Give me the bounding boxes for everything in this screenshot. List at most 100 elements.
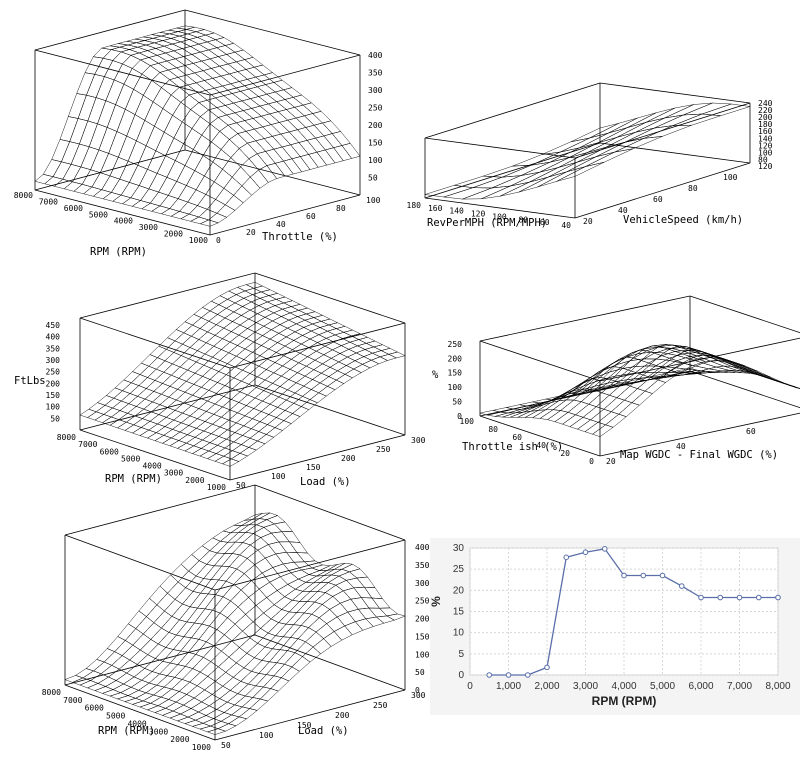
surface-cell bbox=[101, 175, 121, 193]
surface-cell bbox=[614, 136, 663, 153]
surface-cell bbox=[214, 672, 234, 687]
surface-cell bbox=[199, 109, 219, 125]
z-tick-label: 120 bbox=[758, 141, 773, 150]
z-tick-label: 200 bbox=[46, 379, 61, 388]
surface-cell bbox=[130, 679, 150, 691]
z-tick-label: 400 bbox=[368, 51, 383, 60]
wgdc-surface bbox=[479, 344, 800, 437]
surface-cell bbox=[243, 294, 261, 303]
surface-cell bbox=[69, 118, 89, 145]
surface-cell bbox=[590, 408, 612, 423]
y-tick-label: 80 bbox=[336, 204, 346, 213]
surface-cell bbox=[298, 356, 316, 367]
surface-cell bbox=[238, 142, 258, 159]
surface-cell bbox=[223, 321, 241, 332]
surface-cell bbox=[230, 589, 249, 608]
surface-cell bbox=[169, 713, 189, 722]
surface-cell bbox=[588, 392, 610, 407]
surface-cell bbox=[101, 45, 120, 50]
y-axis-label: Map WGDC - Final WGDC (%) bbox=[620, 449, 778, 461]
surface-cell bbox=[231, 630, 251, 648]
surface-cell bbox=[127, 140, 147, 166]
surface-cell bbox=[282, 359, 300, 370]
surface-cell bbox=[246, 643, 266, 658]
surface-cell bbox=[311, 321, 330, 328]
surface-cell bbox=[193, 689, 213, 703]
surface-cell bbox=[312, 638, 332, 655]
surface-cell bbox=[70, 143, 90, 168]
surface-cell bbox=[241, 176, 261, 196]
surface-cell bbox=[269, 333, 287, 343]
surface-cell bbox=[189, 216, 210, 225]
data-point bbox=[640, 572, 647, 579]
data-point bbox=[544, 664, 550, 671]
y-tick-label: 0 bbox=[458, 670, 464, 681]
surface-cell bbox=[293, 335, 311, 345]
surface-cell bbox=[356, 343, 375, 350]
gridlines bbox=[469, 547, 779, 676]
surface-cell bbox=[51, 139, 71, 163]
surface-cell bbox=[153, 35, 172, 41]
z-tick-label: 100 bbox=[758, 148, 773, 157]
surface-cell bbox=[298, 140, 318, 155]
surface-cell bbox=[246, 549, 266, 565]
surface-cell bbox=[76, 72, 96, 96]
surface-cell bbox=[357, 607, 377, 620]
surface-cell bbox=[643, 124, 692, 139]
surface-cell bbox=[230, 453, 249, 462]
surface-cell bbox=[603, 397, 625, 412]
surface-cell bbox=[201, 609, 221, 627]
surface-cell bbox=[606, 127, 655, 148]
surface-cell bbox=[219, 290, 237, 300]
surface-cell bbox=[120, 182, 140, 199]
surface-cell bbox=[331, 345, 350, 354]
surface-cell bbox=[234, 298, 252, 307]
surface-cell bbox=[623, 388, 646, 403]
x-tick-label: 4000 bbox=[142, 462, 161, 471]
surface-cell bbox=[268, 342, 286, 353]
surface-cell bbox=[273, 596, 293, 610]
surface-cell bbox=[116, 108, 136, 137]
surface-cell bbox=[567, 401, 590, 416]
surface-cell bbox=[245, 128, 265, 142]
x-tick-label: 80 bbox=[519, 215, 529, 224]
surface-cell bbox=[350, 597, 370, 610]
surface-cell bbox=[249, 537, 269, 551]
surface-cell bbox=[339, 349, 357, 358]
x-tick-label: 4000 bbox=[127, 719, 146, 728]
surface-cell bbox=[616, 385, 638, 401]
torque-throttle-box bbox=[34, 9, 361, 236]
y-tick-label: 150 bbox=[306, 463, 321, 472]
z-tick-label: 200 bbox=[758, 113, 773, 122]
surface-cell bbox=[278, 119, 298, 133]
surface-cell bbox=[317, 582, 337, 593]
surface-cell bbox=[346, 352, 365, 361]
surface-cell bbox=[237, 596, 257, 615]
surface-cell bbox=[110, 46, 131, 53]
surface-cell bbox=[635, 114, 684, 133]
surface-cell bbox=[323, 349, 341, 359]
surface-cell bbox=[161, 710, 182, 719]
surface-cell bbox=[228, 647, 248, 664]
surface-cell bbox=[190, 102, 209, 117]
surface-cell bbox=[180, 708, 200, 718]
surface-cell bbox=[131, 200, 151, 210]
surface-cell bbox=[309, 392, 327, 404]
z-tick-label: 300 bbox=[368, 86, 383, 95]
surface-cell bbox=[170, 35, 190, 43]
surface-cell bbox=[307, 350, 325, 361]
surface-chart-torque-throttle: 8000 7000 6000 5000 4000 3000 2000 1000 0 20 40 60 8… bbox=[0, 9, 400, 270]
surface-cell bbox=[260, 338, 278, 350]
surface-chart-load-2: 8000 7000 6000 5000 4000 3000 2000 1000 50 100 150… bbox=[0, 484, 430, 763]
surface-cell bbox=[207, 666, 227, 682]
surface-cell bbox=[268, 293, 286, 300]
surface-cell bbox=[237, 683, 257, 697]
surface-cell bbox=[219, 124, 239, 140]
x-tick-label: 6000 bbox=[85, 704, 104, 713]
surface-cell bbox=[313, 363, 331, 374]
x-tick-label: 8000 bbox=[42, 688, 61, 697]
x-tick-label: 8000 bbox=[57, 433, 76, 442]
z-tick-label: 250 bbox=[415, 597, 430, 606]
surface-cell bbox=[223, 176, 243, 196]
